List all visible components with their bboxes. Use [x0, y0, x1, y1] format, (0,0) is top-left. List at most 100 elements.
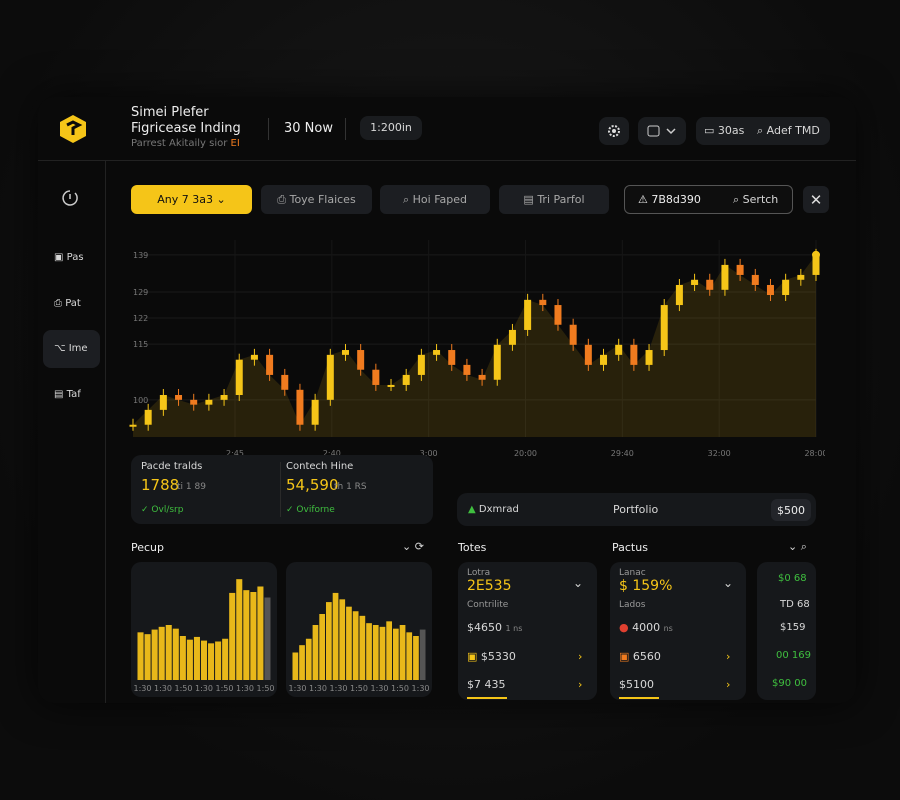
card-toggle[interactable]: ⌄ [573, 576, 584, 590]
sidebar-label: Ime [68, 343, 88, 354]
candle [296, 389, 304, 425]
candle [782, 279, 790, 296]
sidebar-item[interactable]: ⎙ Pat [54, 298, 81, 309]
candle [159, 394, 167, 410]
card-row[interactable]: ▣ 6560 [619, 650, 661, 663]
bar [193, 636, 200, 680]
search-button[interactable]: ⌕ Sertch [733, 193, 779, 206]
candle [357, 350, 365, 370]
card-row[interactable]: $5100 [619, 678, 654, 691]
range-pill[interactable]: 1:200in [360, 116, 422, 140]
sidebar-item[interactable]: ⌥ Ime [54, 343, 88, 354]
x-tick-label: 3:00 [420, 449, 438, 458]
gear-icon [608, 125, 620, 137]
toolbar-label: Tri Parfol [537, 193, 585, 206]
candle [281, 374, 289, 390]
close-button[interactable]: ✕ [803, 186, 829, 213]
right-value: $159 [780, 622, 806, 633]
card-row: $4650 1 ns [467, 621, 522, 634]
bar [250, 592, 257, 680]
candle [463, 364, 471, 375]
dropdown-button[interactable]: Any 7 3a3 ⌄ [131, 185, 252, 214]
x-tick-label: 2:45 [226, 449, 244, 458]
row-value: $5330 [480, 650, 516, 663]
dropdown-label: Any 7 3a3 [157, 193, 214, 206]
candle [691, 279, 699, 285]
bar [406, 632, 413, 680]
bar [229, 592, 236, 680]
candle [235, 359, 243, 395]
candle [706, 279, 714, 290]
row-chevron: › [578, 678, 583, 691]
sidebar-item[interactable]: ▤ Taf [54, 389, 81, 400]
row-value: 4000 [632, 621, 661, 634]
action-button[interactable]: ▭ 30as [704, 124, 745, 137]
last-price-dot [812, 250, 820, 259]
card-note: Lados [619, 600, 646, 610]
row-chevron: › [726, 678, 731, 691]
candle [797, 274, 805, 280]
row-note: ns [663, 624, 673, 633]
settings-button[interactable] [599, 117, 629, 145]
portfolio-left: ▲ Dxmrad [468, 504, 519, 515]
sidebar-item[interactable]: ▣ Pas [54, 252, 84, 263]
x-tick-label: 32:00 [708, 449, 731, 458]
pactus-card [610, 562, 746, 700]
portfolio-value[interactable]: $500 [771, 499, 811, 521]
stat-sub: ti 1 89 [177, 482, 206, 492]
card-toggle[interactable]: ⌄ [723, 576, 734, 590]
stat-change-text: Oviforne [296, 505, 335, 515]
candle [569, 324, 577, 345]
search-label: Sertch [742, 193, 779, 206]
toolbar-button[interactable]: ⎙ Toye Flaices [261, 185, 372, 214]
bar [208, 643, 215, 680]
x-tick-label: 20:00 [514, 449, 537, 458]
portfolio-title: Portfolio [613, 503, 659, 516]
row-value: 6560 [632, 650, 661, 663]
candle [508, 329, 516, 345]
toolbar-label: Toye Flaices [289, 193, 356, 206]
sidebar-divider [105, 160, 106, 703]
section-icons[interactable]: ⌄ ⌕ [788, 540, 807, 553]
bar [312, 625, 319, 680]
candle [554, 305, 562, 325]
card-row[interactable]: $7 435 [467, 678, 506, 691]
section-icons[interactable]: ⌄ ⟳ [402, 540, 424, 553]
bar [151, 629, 158, 680]
card-value: $ 159% [619, 578, 673, 594]
search-box[interactable] [624, 185, 793, 214]
toolbar-button[interactable]: ⌕ Hoi Faped [380, 185, 490, 214]
stats-card [131, 455, 433, 524]
bar [200, 640, 208, 680]
search-text: 7B8d390 [651, 193, 701, 206]
candle [615, 344, 623, 355]
bar [339, 599, 346, 680]
card-tag: Lotra [467, 568, 491, 578]
x-axis-label: 1:30 1:30 1:50 1:30 1:50 1:30 1:50 [133, 684, 274, 693]
candle [129, 424, 137, 427]
candle [600, 354, 608, 365]
brand-badge: EI [230, 138, 240, 149]
bar [158, 626, 165, 680]
right-value: $90 00 [772, 678, 807, 689]
card-row[interactable]: ▣ $5330 [467, 650, 516, 663]
sidebar-label: Pat [65, 298, 81, 309]
candle [372, 369, 380, 385]
stat-change-text: Ovl/srp [151, 505, 184, 515]
bar [326, 602, 332, 680]
toolbar-label: Hoi Faped [412, 193, 468, 206]
separator [268, 118, 269, 140]
bar [372, 625, 379, 680]
action-button[interactable]: ⌕ Adef TMD [757, 124, 820, 137]
portfolio-left-text: Dxmrad [478, 504, 519, 515]
candle [493, 344, 501, 380]
account-pill [696, 117, 830, 145]
stat-change: ✓ Oviforne [286, 505, 335, 515]
candle [448, 350, 456, 365]
toolbar-button[interactable]: ▤ Tri Parfol [499, 185, 609, 214]
row-note: 1 ns [505, 624, 523, 633]
stat-change: ✓ Ovl/srp [141, 505, 184, 515]
totes-card [458, 562, 597, 700]
menu-dropdown[interactable] [638, 117, 686, 145]
